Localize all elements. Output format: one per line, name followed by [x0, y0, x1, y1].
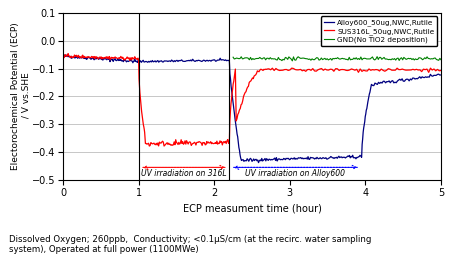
SUS316L_50ug,NWC,Rutile [357, 67, 363, 70]
SUS316L_50ug,NWC,Rutile [224, 142, 229, 145]
Legend: Alloy600_50ug,NWC,Rutile, SUS316L_50ug,NWC,Rutile, GND(No TiO2 deposition): Alloy600_50ug,NWC,Rutile, SUS316L_50ug,N… [321, 16, 437, 46]
Line: SUS316L_50ug,NWC,Rutile: SUS316L_50ug,NWC,Rutile [63, 54, 441, 146]
GND(No TiO2 deposition) [255, 57, 260, 60]
GND(No TiO2 deposition) [374, 55, 380, 58]
GND(No TiO2 deposition) [434, 58, 439, 61]
SUS316L_50ug,NWC,Rutile [221, 140, 227, 143]
Y-axis label: Electorochemical Potential (ECP)
 / V vs.SHE: Electorochemical Potential (ECP) / V vs.… [11, 23, 31, 170]
SUS316L_50ug,NWC,Rutile [310, 67, 315, 70]
SUS316L_50ug,NWC,Rutile [438, 69, 444, 72]
SUS316L_50ug,NWC,Rutile [65, 52, 71, 55]
GND(No TiO2 deposition) [290, 59, 295, 62]
Alloy600_50ug,NWC,Rutile [70, 56, 75, 59]
Alloy600_50ug,NWC,Rutile [62, 53, 68, 57]
SUS316L_50ug,NWC,Rutile [60, 55, 66, 58]
Text: UV irradiation on Alloy600: UV irradiation on Alloy600 [245, 169, 345, 178]
Text: UV irradiation on 316L: UV irradiation on 316L [141, 169, 227, 178]
Alloy600_50ug,NWC,Rutile [397, 78, 402, 81]
SUS316L_50ug,NWC,Rutile [162, 144, 167, 148]
Alloy600_50ug,NWC,Rutile [256, 161, 261, 164]
GND(No TiO2 deposition) [438, 58, 444, 61]
Alloy600_50ug,NWC,Rutile [60, 54, 66, 57]
GND(No TiO2 deposition) [230, 56, 236, 59]
Alloy600_50ug,NWC,Rutile [124, 60, 129, 63]
X-axis label: ECP measument time (hour): ECP measument time (hour) [183, 203, 321, 213]
GND(No TiO2 deposition) [310, 58, 316, 61]
GND(No TiO2 deposition) [273, 58, 279, 61]
GND(No TiO2 deposition) [418, 56, 423, 59]
Text: Dissolved Oxygen; 260ppb,  Conductivity; <0.1μS/cm (at the recirc. water samplin: Dissolved Oxygen; 260ppb, Conductivity; … [9, 235, 371, 254]
SUS316L_50ug,NWC,Rutile [409, 68, 414, 71]
SUS316L_50ug,NWC,Rutile [303, 70, 308, 73]
Alloy600_50ug,NWC,Rutile [81, 57, 87, 60]
Line: GND(No TiO2 deposition): GND(No TiO2 deposition) [233, 57, 441, 61]
Alloy600_50ug,NWC,Rutile [317, 157, 322, 160]
Line: Alloy600_50ug,NWC,Rutile: Alloy600_50ug,NWC,Rutile [63, 55, 441, 163]
Alloy600_50ug,NWC,Rutile [133, 60, 139, 63]
Alloy600_50ug,NWC,Rutile [438, 74, 444, 77]
GND(No TiO2 deposition) [234, 57, 239, 60]
